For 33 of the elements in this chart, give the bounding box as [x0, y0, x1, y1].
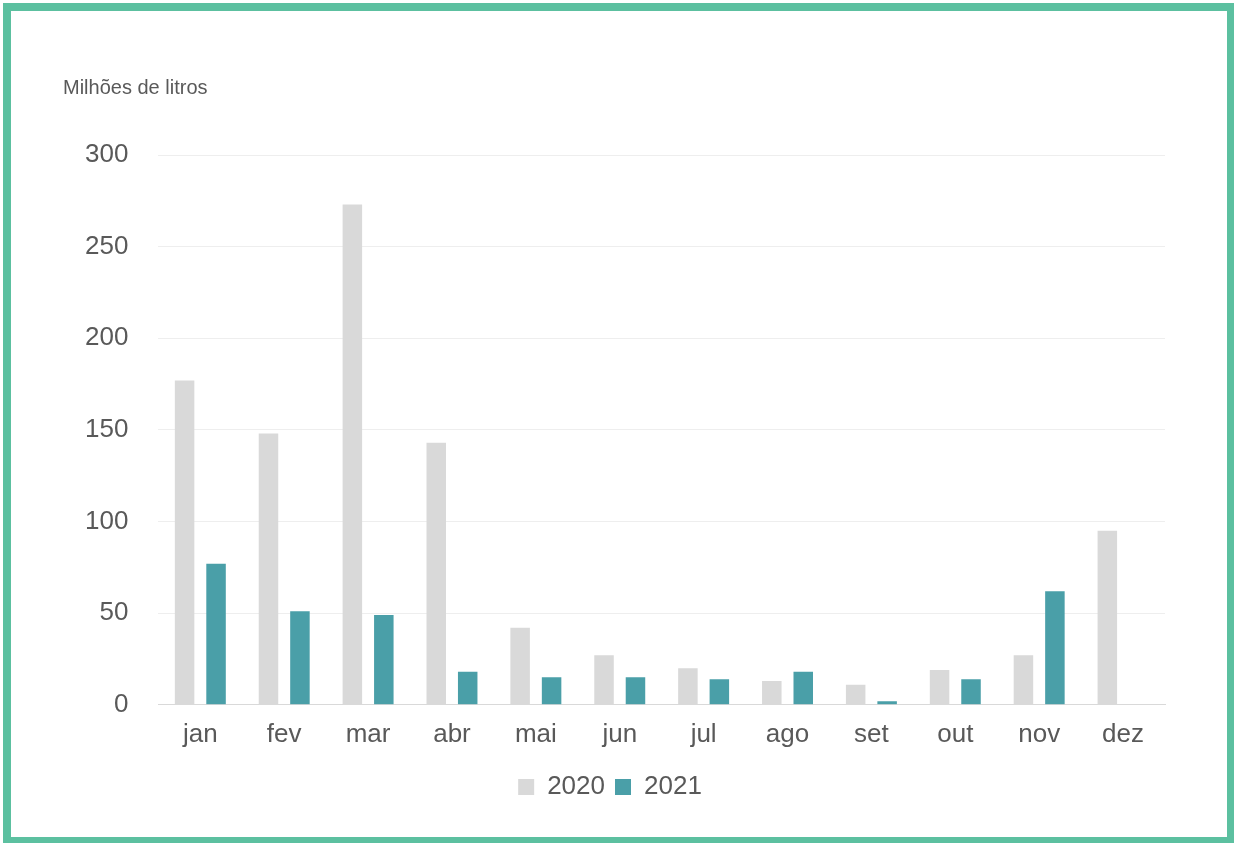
- bar: [457, 671, 478, 705]
- bar: [709, 679, 730, 705]
- bar: [793, 671, 813, 705]
- y-tick-label: 0: [113, 687, 129, 718]
- bar: [290, 611, 310, 705]
- x-tick-label: out: [937, 717, 975, 748]
- bar: [961, 679, 981, 705]
- x-tick-label: jul: [689, 717, 717, 748]
- y-tick-label: 100: [84, 504, 129, 535]
- y-tick-label: 150: [84, 413, 129, 444]
- bar: [1045, 591, 1065, 705]
- y-axis-title: Milhões de litros: [63, 75, 208, 98]
- x-tick-label: jan: [181, 717, 218, 748]
- bar: [374, 615, 394, 705]
- x-tick-label: dez: [1102, 717, 1145, 748]
- legend-label: 2020: [547, 770, 605, 801]
- bar: [877, 701, 897, 705]
- bar: [625, 677, 646, 705]
- x-tick-label: fev: [266, 717, 302, 748]
- x-tick-label: set: [854, 717, 890, 748]
- x-tick-label: ago: [765, 717, 810, 748]
- x-tick-label: mar: [345, 717, 391, 748]
- y-tick-label: 50: [99, 596, 129, 627]
- x-tick-label: nov: [1018, 717, 1061, 748]
- x-tick-label: abr: [433, 717, 472, 748]
- y-tick-label: 200: [84, 321, 129, 352]
- bar: [541, 677, 562, 705]
- y-tick-label: 250: [84, 229, 129, 260]
- x-tick-label: jun: [601, 717, 638, 748]
- bar: [206, 563, 226, 705]
- y-tick-label: 300: [84, 138, 129, 169]
- x-tick-label: mai: [514, 717, 557, 748]
- legend-label: 2021: [644, 770, 702, 801]
